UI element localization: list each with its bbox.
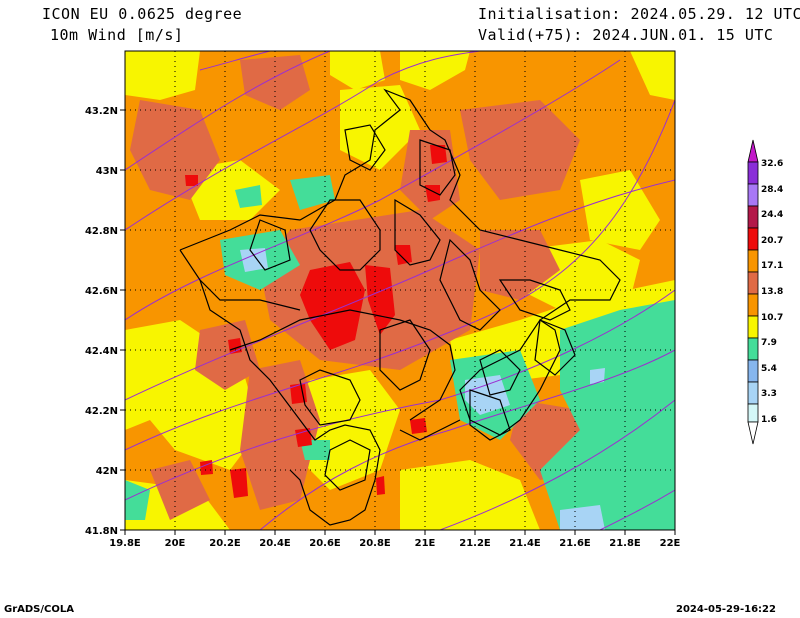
lat-label: 41.8N [85,526,118,537]
colorbar-segment [747,161,759,185]
colorbar-segment [747,359,759,383]
variable-title: 10m Wind [m/s] [50,26,184,44]
colorbar-segment [747,293,759,317]
init-time: Initialisation: 2024.05.29. 12 UTC [478,5,800,23]
colorbar-label: 10.7 [761,313,783,323]
colorbar-label: 32.6 [761,159,783,169]
footer-right: 2024-05-29-16:22 [676,604,776,615]
model-title: ICON EU 0.0625 degree [42,5,243,23]
lon-label: 22E [660,538,681,549]
lat-label: 43N [96,166,118,177]
lon-label: 20.2E [209,538,241,549]
colorbar-label: 7.9 [761,338,777,348]
colorbar-segment [747,183,759,207]
lon-label: 21.6E [559,538,591,549]
footer-left: GrADS/COLA [4,604,74,615]
colorbar-labels: 32.6 28.4 24.4 20.7 17.1 13.8 10.7 7.9 5… [761,159,783,425]
colorbar-segment [747,205,759,229]
colorbar-label: 28.4 [761,185,783,195]
colorbar-segment [747,227,759,251]
lat-label: 42N [96,466,118,477]
colorbar-segment [747,271,759,295]
lat-label: 43.2N [85,106,118,117]
colorbar-label: 24.4 [761,210,783,220]
lon-label: 20.8E [359,538,391,549]
colorbar-segment [747,249,759,273]
lon-label: 21.2E [459,538,491,549]
colorbar-label: 13.8 [761,287,783,297]
lon-ticks [124,530,676,535]
lat-label: 42.6N [85,286,118,297]
lon-label: 21.8E [609,538,641,549]
lat-labels: 43.2N 43N 42.8N 42.6N 42.4N 42.2N 42N 41… [85,106,118,537]
colorbar-segment [747,337,759,361]
colorbar-label: 17.1 [761,261,783,271]
lat-label: 42.8N [85,226,118,237]
colorbar [747,139,759,445]
colorbar-segment [747,315,759,339]
lat-label: 42.2N [85,406,118,417]
lon-label: 19.8E [109,538,141,549]
lon-label: 20E [165,538,186,549]
colorbar-segment [747,381,759,405]
lon-label: 20.4E [259,538,291,549]
country-borders [179,88,621,526]
colorbar-label: 20.7 [761,236,783,246]
colorbar-label: 3.3 [761,389,777,399]
colorbar-segment [747,403,759,423]
lon-label: 21E [415,538,436,549]
colorbar-top-arrow [747,139,759,163]
lon-label: 21.4E [509,538,541,549]
colorbar-label: 1.6 [761,415,777,425]
lon-labels: 19.8E 20E 20.2E 20.4E 20.6E 20.8E 21E 21… [109,538,680,549]
lon-label: 20.6E [309,538,341,549]
colorbar-label: 5.4 [761,364,777,374]
colorbar-bottom-arrow [747,421,759,445]
lat-ticks [120,109,125,531]
lat-label: 42.4N [85,346,118,357]
valid-time: Valid(+75): 2024.JUN.01. 15 UTC [478,26,774,44]
